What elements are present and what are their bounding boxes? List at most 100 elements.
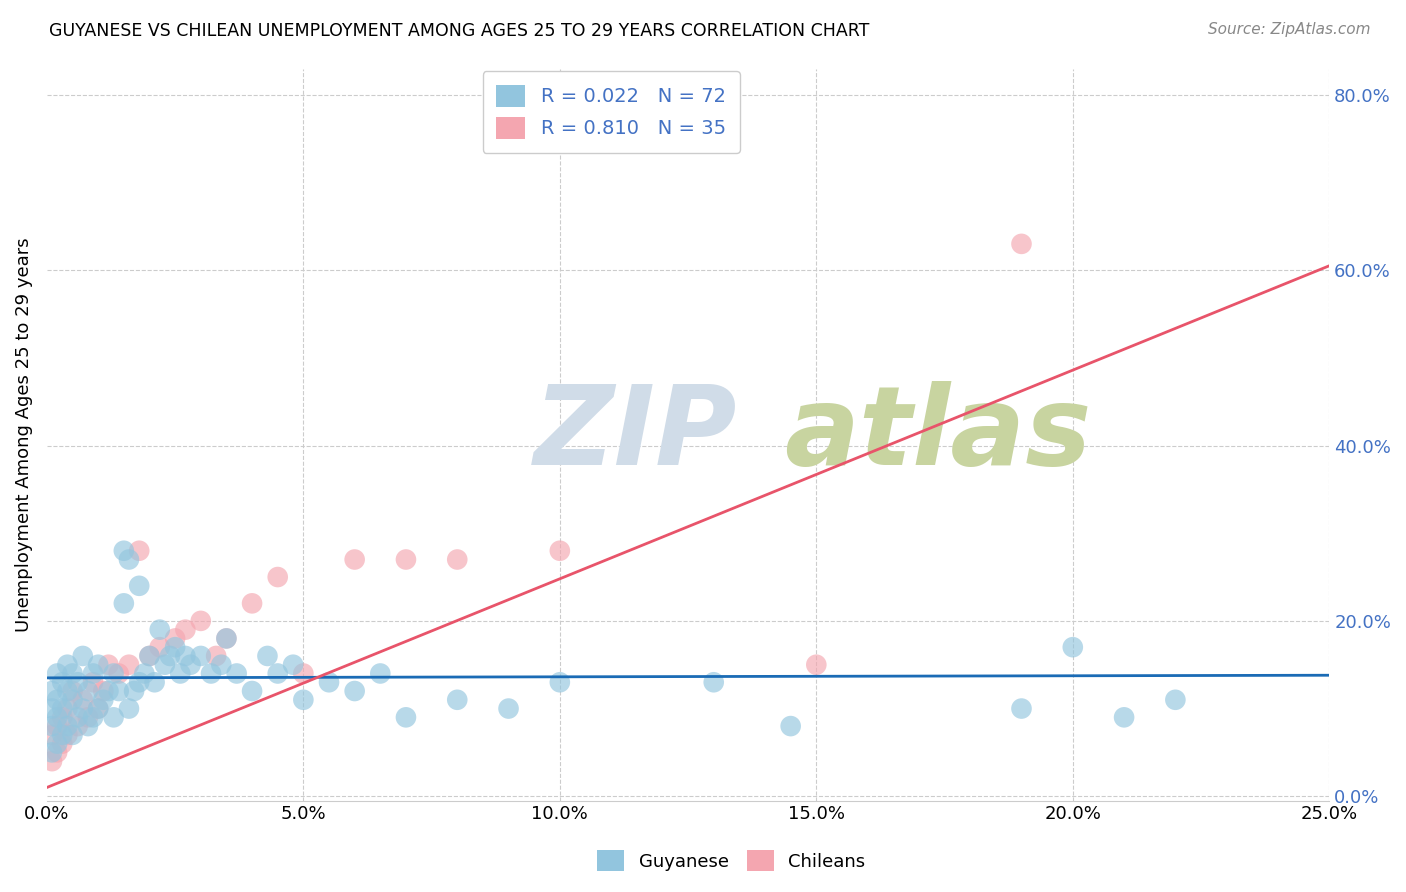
Point	[87, 701, 110, 715]
Point	[138, 648, 160, 663]
Point	[174, 623, 197, 637]
Point	[395, 710, 418, 724]
Point	[56, 684, 79, 698]
Point	[1112, 710, 1135, 724]
Point	[180, 657, 202, 672]
Point	[169, 666, 191, 681]
Point	[174, 648, 197, 663]
Point	[138, 648, 160, 663]
Point	[46, 745, 69, 759]
Point	[107, 666, 129, 681]
Point	[51, 728, 73, 742]
Point	[281, 657, 304, 672]
Point	[292, 693, 315, 707]
Point	[87, 701, 110, 715]
Point	[103, 710, 125, 724]
Point	[267, 666, 290, 681]
Point	[240, 684, 263, 698]
Point	[112, 543, 135, 558]
Point	[112, 596, 135, 610]
Point	[66, 675, 89, 690]
Text: Source: ZipAtlas.com: Source: ZipAtlas.com	[1208, 22, 1371, 37]
Point	[41, 684, 63, 698]
Point	[1164, 693, 1187, 707]
Point	[46, 693, 69, 707]
Point	[66, 719, 89, 733]
Point	[122, 684, 145, 698]
Point	[51, 737, 73, 751]
Point	[62, 693, 84, 707]
Point	[215, 632, 238, 646]
Point	[395, 552, 418, 566]
Point	[703, 675, 725, 690]
Point	[77, 710, 100, 724]
Point	[779, 719, 801, 733]
Point	[56, 657, 79, 672]
Point	[97, 657, 120, 672]
Point	[159, 648, 181, 663]
Point	[806, 657, 828, 672]
Point	[118, 657, 141, 672]
Point	[128, 543, 150, 558]
Point	[343, 552, 366, 566]
Point	[82, 666, 104, 681]
Point	[368, 666, 391, 681]
Point	[62, 728, 84, 742]
Point	[190, 648, 212, 663]
Point	[292, 666, 315, 681]
Point	[1011, 701, 1033, 715]
Point	[343, 684, 366, 698]
Point	[77, 684, 100, 698]
Point	[82, 710, 104, 724]
Point	[240, 596, 263, 610]
Point	[1062, 640, 1084, 655]
Point	[72, 693, 94, 707]
Point	[128, 675, 150, 690]
Point	[41, 754, 63, 768]
Point	[56, 719, 79, 733]
Point	[165, 632, 187, 646]
Point	[118, 701, 141, 715]
Point	[66, 710, 89, 724]
Point	[165, 640, 187, 655]
Point	[143, 675, 166, 690]
Point	[97, 684, 120, 698]
Point	[190, 614, 212, 628]
Point	[41, 701, 63, 715]
Point	[107, 684, 129, 698]
Point	[46, 719, 69, 733]
Point	[128, 579, 150, 593]
Point	[51, 701, 73, 715]
Point	[498, 701, 520, 715]
Point	[87, 657, 110, 672]
Point	[548, 543, 571, 558]
Point	[46, 737, 69, 751]
Point	[1011, 236, 1033, 251]
Point	[56, 701, 79, 715]
Point	[256, 648, 278, 663]
Point	[72, 648, 94, 663]
Point	[91, 684, 114, 698]
Point	[77, 719, 100, 733]
Point	[82, 675, 104, 690]
Y-axis label: Unemployment Among Ages 25 to 29 years: Unemployment Among Ages 25 to 29 years	[15, 237, 32, 632]
Point	[446, 552, 468, 566]
Point	[215, 632, 238, 646]
Point	[41, 745, 63, 759]
Point	[149, 623, 172, 637]
Point	[51, 710, 73, 724]
Text: atlas: atlas	[785, 381, 1091, 488]
Point	[41, 719, 63, 733]
Point	[118, 552, 141, 566]
Text: ZIP: ZIP	[534, 381, 738, 488]
Point	[153, 657, 176, 672]
Point	[200, 666, 222, 681]
Point	[51, 675, 73, 690]
Point	[56, 728, 79, 742]
Point	[205, 648, 228, 663]
Point	[209, 657, 232, 672]
Point	[91, 693, 114, 707]
Point	[46, 710, 69, 724]
Point	[72, 701, 94, 715]
Legend: Guyanese, Chileans: Guyanese, Chileans	[589, 843, 873, 879]
